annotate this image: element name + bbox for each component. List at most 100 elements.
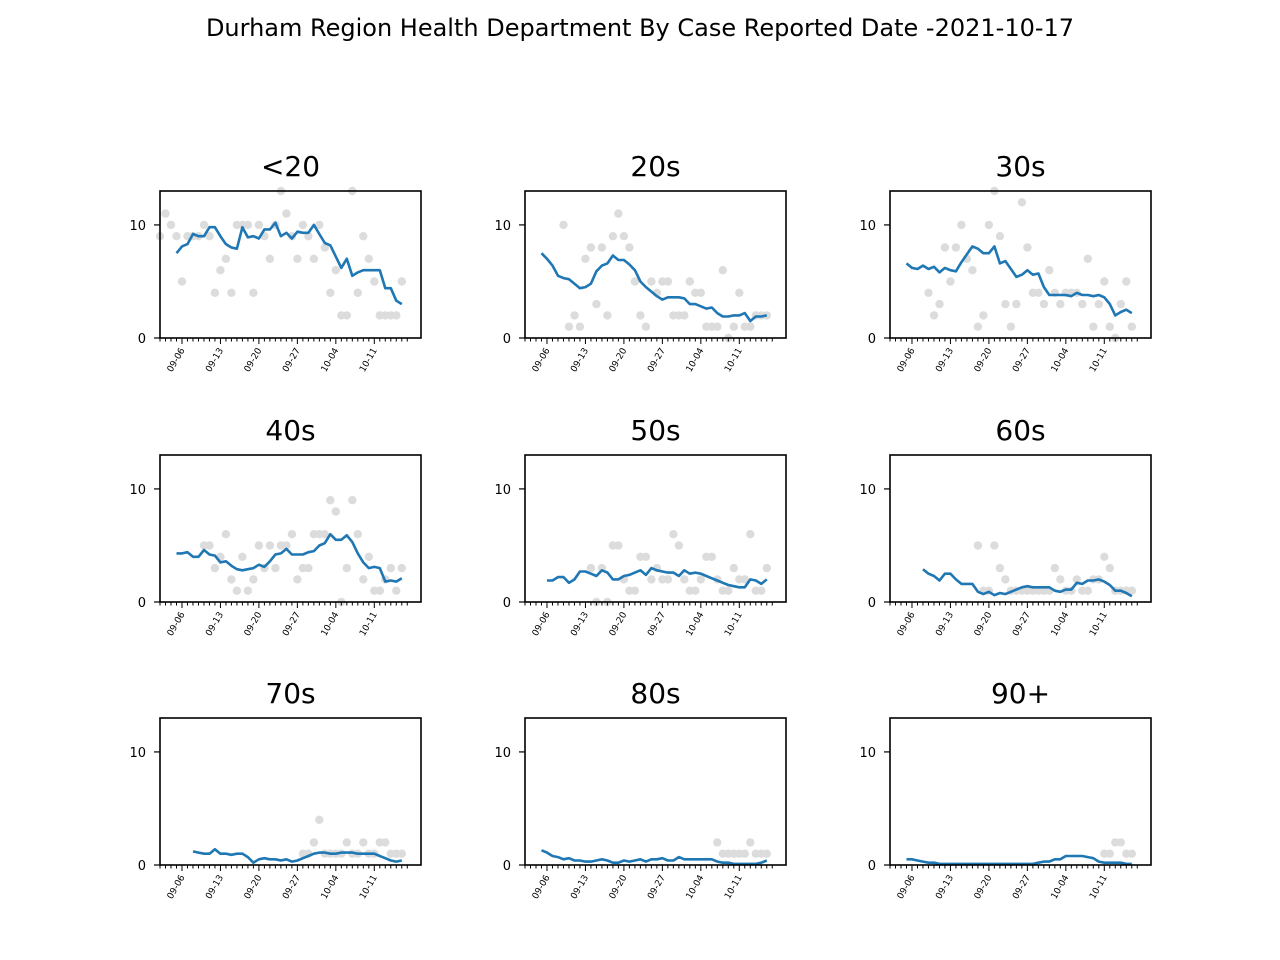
axes-frame — [159, 190, 422, 339]
x-tick-label: 10-11 — [1088, 874, 1110, 902]
data-point — [293, 254, 302, 263]
y-tick-label: 10 — [859, 219, 876, 234]
x-tick-label: 10-11 — [723, 611, 745, 639]
axes-frame — [524, 454, 787, 603]
data-point — [603, 311, 612, 320]
data-point — [663, 277, 673, 286]
data-point — [1100, 552, 1109, 561]
subplot-3: 30s 0 10 09-06 09-13 09-20 09-27 10-04 10-11 — [859, 150, 1152, 375]
data-point — [1012, 299, 1021, 309]
data-point — [199, 220, 209, 230]
x-tick-label: 09-06 — [896, 346, 918, 374]
data-point — [315, 815, 324, 824]
data-point — [309, 254, 319, 263]
data-point — [1127, 586, 1137, 595]
data-point — [1089, 322, 1098, 331]
figure-title: Durham Region Health Department By Case … — [205, 14, 1075, 42]
data-point — [1034, 288, 1043, 297]
data-point — [669, 530, 678, 539]
data-point — [718, 266, 727, 275]
x-tick-label: 09-27 — [646, 347, 668, 375]
data-point — [353, 530, 362, 539]
axes-frame — [159, 717, 422, 866]
data-point — [232, 586, 242, 595]
x-tick-label: 09-06 — [166, 610, 188, 638]
x-tick-label: 09-20 — [243, 346, 265, 374]
x-tick-label: 10-11 — [358, 611, 380, 639]
data-point — [946, 277, 955, 286]
data-point — [951, 243, 961, 252]
data-point — [729, 563, 738, 573]
x-tick-label: 10-11 — [1088, 347, 1110, 375]
daily-points — [199, 496, 406, 607]
data-point — [177, 277, 187, 286]
data-point — [680, 575, 689, 584]
subplot-title: 50s — [630, 414, 680, 447]
data-point — [249, 288, 258, 297]
data-point — [1105, 563, 1115, 573]
data-point — [957, 220, 966, 230]
data-point — [331, 507, 340, 516]
data-point — [630, 277, 640, 286]
subplot-4: 40s 0 10 09-06 09-13 09-20 09-27 10-04 10-11 — [129, 414, 422, 639]
data-point — [740, 575, 749, 584]
data-point — [326, 496, 335, 505]
subplot-title: 60s — [995, 414, 1045, 447]
data-point — [1050, 563, 1060, 573]
x-tick-label: 09-13 — [569, 611, 591, 639]
x-tick-label: 09-13 — [934, 874, 956, 902]
y-tick-label: 10 — [494, 483, 511, 498]
x-tick-label: 09-06 — [896, 610, 918, 638]
subplot-title: 70s — [265, 677, 315, 710]
data-point — [984, 220, 994, 230]
x-tick-label: 09-06 — [531, 610, 553, 638]
x-tick-label: 09-27 — [646, 874, 668, 902]
daily-points — [1100, 838, 1137, 858]
data-point — [586, 563, 596, 573]
data-point — [608, 232, 618, 241]
data-point — [293, 575, 302, 584]
y-tick-label: 0 — [503, 332, 511, 347]
x-tick-label: 09-13 — [569, 347, 591, 375]
data-point — [364, 254, 373, 263]
x-tick-label: 10-04 — [320, 610, 342, 638]
data-point — [364, 552, 373, 561]
data-point — [1122, 277, 1131, 286]
x-tick-label: 10-04 — [685, 346, 707, 374]
data-point — [249, 575, 258, 584]
data-point — [397, 277, 406, 286]
x-tick-label: 10-11 — [723, 347, 745, 375]
data-point — [1072, 575, 1082, 584]
data-point — [995, 563, 1005, 573]
data-point — [265, 254, 275, 263]
data-point — [392, 311, 401, 320]
data-point — [729, 322, 738, 331]
data-point — [205, 541, 214, 550]
data-point — [570, 311, 579, 320]
rolling-average-line — [547, 566, 768, 589]
x-tick-label: 09-06 — [896, 873, 918, 901]
rolling-average-line — [540, 849, 768, 866]
data-point — [713, 838, 722, 847]
data-point — [762, 849, 771, 858]
data-point — [680, 311, 689, 320]
data-point — [326, 288, 335, 297]
data-point — [392, 586, 401, 595]
x-tick-label: 09-27 — [1011, 347, 1033, 375]
x-tick-label: 09-20 — [973, 346, 995, 374]
data-point — [298, 220, 308, 230]
data-point — [342, 563, 351, 573]
data-point — [1001, 299, 1010, 309]
data-point — [331, 266, 340, 275]
data-point — [1083, 586, 1093, 595]
data-point — [707, 552, 716, 561]
x-tick-label: 10-11 — [1088, 611, 1110, 639]
rolling-average-line — [176, 532, 403, 583]
y-tick-label: 0 — [503, 596, 511, 611]
data-point — [342, 838, 351, 847]
data-point — [641, 552, 651, 561]
x-tick-label: 09-20 — [243, 873, 265, 901]
data-point — [575, 322, 585, 331]
y-tick-label: 10 — [859, 483, 876, 498]
x-tick-label: 09-20 — [608, 610, 630, 638]
